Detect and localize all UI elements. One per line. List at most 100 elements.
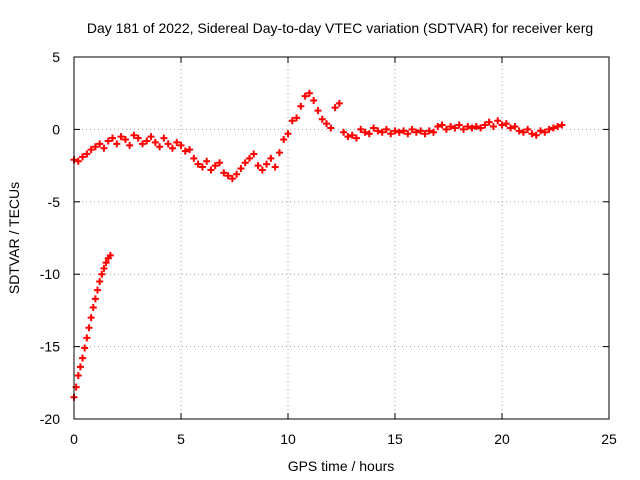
data-point	[100, 144, 108, 152]
data-point	[421, 130, 429, 138]
data-point	[318, 115, 326, 123]
data-point	[408, 125, 416, 133]
data-point	[151, 138, 159, 146]
data-point	[267, 154, 275, 162]
data-point	[186, 146, 194, 154]
data-point	[442, 125, 450, 133]
data-point	[194, 160, 202, 168]
data-point	[438, 121, 446, 129]
data-point	[83, 334, 91, 342]
data-point	[387, 130, 395, 138]
data-point	[532, 131, 540, 139]
data-point	[96, 277, 104, 285]
data-point	[237, 164, 245, 172]
data-point	[147, 133, 155, 141]
data-point	[113, 140, 121, 148]
data-point	[74, 157, 82, 165]
data-point	[130, 131, 138, 139]
data-point	[100, 264, 108, 272]
data-point	[323, 120, 331, 128]
data-point	[87, 314, 95, 322]
data-point	[271, 163, 279, 171]
data-point	[447, 123, 455, 131]
data-point	[220, 169, 228, 177]
y-tick-label: -10	[40, 266, 60, 282]
y-tick-label: -20	[40, 411, 60, 427]
data-point	[91, 295, 99, 303]
data-point	[472, 123, 480, 131]
data-point	[417, 127, 425, 135]
data-point	[404, 130, 412, 138]
data-point	[524, 125, 532, 133]
data-point	[459, 125, 467, 133]
data-point	[464, 123, 472, 131]
data-point	[89, 304, 97, 312]
data-point	[494, 117, 502, 125]
data-point	[224, 172, 232, 180]
data-point	[481, 121, 489, 129]
data-point	[395, 128, 403, 136]
data-point	[117, 133, 125, 141]
data-point	[181, 147, 189, 155]
data-point	[177, 141, 185, 149]
data-point	[370, 124, 378, 132]
data-point	[365, 130, 373, 138]
data-point	[425, 127, 433, 135]
data-point	[391, 127, 399, 135]
data-point	[74, 372, 82, 380]
data-point	[340, 128, 348, 136]
data-point	[331, 104, 339, 112]
data-point	[258, 166, 266, 174]
x-tick-label: 20	[494, 431, 510, 447]
data-point	[168, 144, 176, 152]
y-axis-label: SDTVAR / TECUs	[6, 182, 22, 294]
data-point	[104, 137, 112, 145]
data-point	[156, 143, 164, 151]
data-point	[541, 128, 549, 136]
data-point	[288, 117, 296, 125]
data-point	[102, 259, 110, 267]
data-point	[455, 121, 463, 129]
data-point	[96, 140, 104, 148]
data-point	[344, 133, 352, 141]
data-point	[106, 251, 114, 259]
data-point	[207, 166, 215, 174]
data-point	[335, 99, 343, 107]
data-point	[211, 162, 219, 170]
data-point	[198, 163, 206, 171]
x-tick-label: 0	[70, 431, 78, 447]
data-point	[537, 127, 545, 135]
data-series	[70, 251, 114, 401]
data-point	[507, 124, 515, 132]
data-point	[498, 121, 506, 129]
data-point	[357, 125, 365, 133]
data-point	[502, 120, 510, 128]
data-point	[233, 170, 241, 178]
y-tick-label: 5	[52, 49, 60, 65]
x-tick-label: 10	[280, 431, 296, 447]
y-tick-label: 0	[52, 121, 60, 137]
data-point	[549, 124, 557, 132]
data-point	[85, 324, 93, 332]
data-point	[94, 286, 102, 294]
x-axis-label: GPS time / hours	[288, 458, 395, 474]
data-point	[382, 125, 390, 133]
data-point	[83, 150, 91, 158]
y-tick-label: -15	[40, 339, 60, 355]
data-point	[138, 140, 146, 148]
data-point	[216, 159, 224, 167]
data-point	[134, 134, 142, 142]
data-point	[511, 123, 519, 131]
plot-frame	[73, 56, 610, 420]
data-point	[430, 128, 438, 136]
data-point	[378, 128, 386, 136]
data-point	[485, 118, 493, 126]
data-point	[173, 138, 181, 146]
chart-title: Day 181 of 2022, Sidereal Day-to-day VTE…	[87, 20, 593, 36]
data-point	[263, 160, 271, 168]
data-point	[126, 141, 134, 149]
data-point	[489, 123, 497, 131]
data-point	[412, 128, 420, 136]
data-point	[245, 154, 253, 162]
